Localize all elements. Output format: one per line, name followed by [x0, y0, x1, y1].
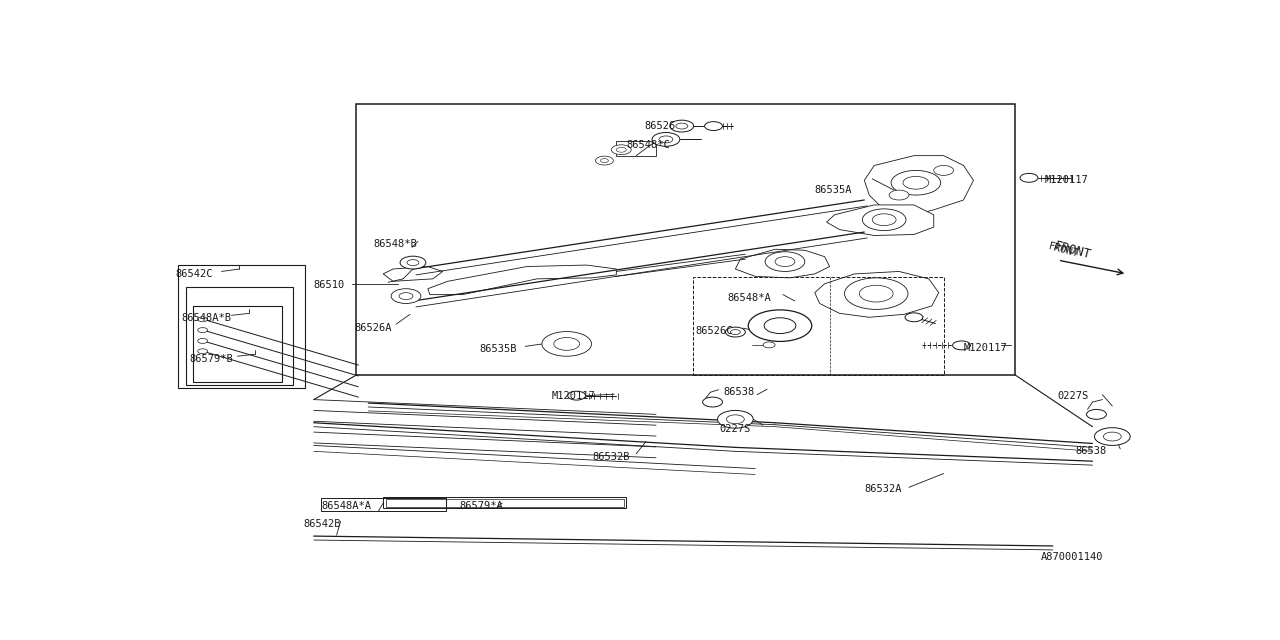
Text: 86535A: 86535A — [815, 185, 852, 195]
Circle shape — [718, 410, 753, 428]
Circle shape — [749, 310, 812, 341]
Circle shape — [1094, 428, 1130, 445]
Circle shape — [776, 257, 795, 266]
Text: 86579*B: 86579*B — [189, 354, 233, 364]
Circle shape — [726, 327, 745, 337]
Polygon shape — [864, 156, 973, 215]
Circle shape — [891, 170, 941, 195]
Circle shape — [1103, 432, 1121, 441]
Text: 86548A*B: 86548A*B — [182, 313, 232, 323]
Text: A870001140: A870001140 — [1041, 552, 1103, 563]
Circle shape — [568, 391, 585, 400]
Text: 86542B: 86542B — [303, 519, 342, 529]
Circle shape — [872, 214, 896, 226]
Circle shape — [763, 342, 776, 348]
Text: 0227S: 0227S — [719, 424, 751, 434]
Circle shape — [1087, 410, 1106, 419]
Circle shape — [890, 190, 909, 200]
Circle shape — [902, 177, 929, 189]
Circle shape — [401, 256, 426, 269]
Bar — [387, 499, 625, 506]
Circle shape — [703, 397, 722, 407]
Circle shape — [541, 332, 591, 356]
Circle shape — [731, 330, 740, 335]
Text: 86548*C: 86548*C — [626, 140, 669, 150]
Polygon shape — [827, 205, 934, 236]
Circle shape — [652, 132, 680, 147]
Text: 0227S: 0227S — [1057, 391, 1089, 401]
Polygon shape — [383, 266, 443, 282]
Text: 86538: 86538 — [1075, 446, 1107, 456]
Text: 86510: 86510 — [314, 280, 346, 291]
Circle shape — [765, 252, 805, 271]
Circle shape — [669, 120, 694, 132]
Circle shape — [845, 278, 908, 309]
Circle shape — [676, 123, 687, 129]
Circle shape — [659, 136, 673, 143]
Text: FRONT: FRONT — [1048, 241, 1080, 259]
Text: 86526: 86526 — [644, 121, 676, 131]
Text: 86532A: 86532A — [864, 484, 902, 494]
Circle shape — [600, 159, 608, 163]
Circle shape — [197, 328, 207, 333]
Circle shape — [399, 292, 413, 300]
Circle shape — [197, 339, 207, 344]
Bar — [383, 497, 626, 508]
Text: 86535B: 86535B — [480, 344, 517, 355]
Circle shape — [859, 285, 893, 302]
Text: 86532B: 86532B — [593, 452, 630, 462]
Text: 86548*B: 86548*B — [374, 239, 417, 250]
Text: 86538: 86538 — [723, 387, 755, 397]
Circle shape — [934, 166, 954, 175]
Text: 86542C: 86542C — [175, 269, 212, 279]
Text: FRONT: FRONT — [1053, 239, 1092, 261]
Text: M120117: M120117 — [552, 391, 595, 401]
Text: 86526C: 86526C — [696, 326, 733, 335]
Circle shape — [595, 156, 613, 165]
Bar — [356, 104, 1015, 375]
Circle shape — [617, 147, 626, 152]
Polygon shape — [735, 249, 829, 278]
Bar — [692, 277, 943, 375]
Circle shape — [905, 313, 923, 322]
Text: 86548A*A: 86548A*A — [321, 500, 371, 511]
Circle shape — [727, 415, 744, 424]
Text: 86548*A: 86548*A — [727, 292, 771, 303]
Bar — [193, 306, 282, 382]
Text: 86526A: 86526A — [355, 323, 392, 333]
Bar — [178, 265, 305, 388]
Text: 86579*A: 86579*A — [460, 500, 503, 511]
Text: M120117: M120117 — [964, 343, 1007, 353]
Circle shape — [197, 349, 207, 354]
Circle shape — [612, 145, 631, 155]
Circle shape — [197, 317, 207, 322]
Bar — [186, 287, 293, 385]
Bar — [321, 498, 445, 511]
Circle shape — [704, 122, 722, 131]
Circle shape — [407, 260, 419, 266]
Circle shape — [1020, 173, 1038, 182]
Polygon shape — [815, 271, 938, 317]
Circle shape — [392, 289, 421, 303]
Circle shape — [554, 337, 580, 350]
Bar — [617, 141, 655, 156]
Circle shape — [764, 318, 796, 333]
Circle shape — [952, 341, 970, 350]
Polygon shape — [428, 265, 617, 294]
Text: M120117: M120117 — [1044, 175, 1088, 186]
Circle shape — [863, 209, 906, 230]
